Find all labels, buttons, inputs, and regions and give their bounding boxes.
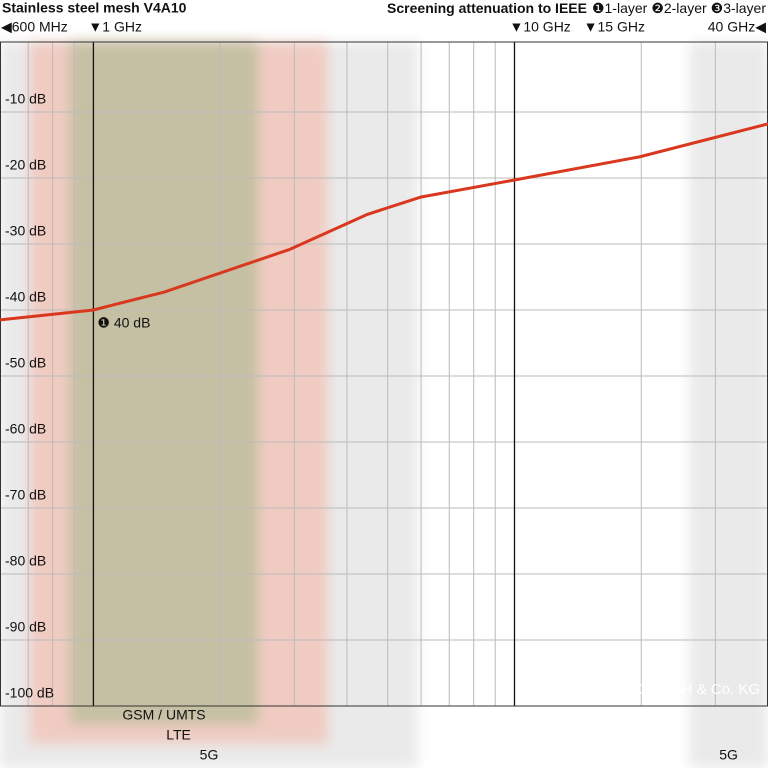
band-label: GSM / UMTS (122, 707, 205, 723)
legend-item: ❷2-layer (651, 0, 707, 16)
x-tick-label: ▼1 GHz (88, 19, 142, 35)
x-tick-label: ◀600 MHz (1, 19, 68, 35)
y-tick-label: -60 dB (5, 421, 46, 437)
band (70, 42, 259, 724)
series-line (0, 122, 768, 322)
y-tick-label: -10 dB (5, 91, 46, 107)
y-tick-label: -50 dB (5, 355, 46, 371)
y-tick-label: -80 dB (5, 553, 46, 569)
chart-title: Stainless steel mesh V4A10 (2, 0, 187, 16)
x-tick-label: 40 GHz◀ (708, 19, 766, 35)
y-tick-label: -20 dB (5, 157, 46, 173)
annotation: ❶ 40 dB (97, 315, 150, 331)
y-tick-label: -70 dB (5, 487, 46, 503)
x-tick-label: ▼10 GHz (509, 19, 570, 35)
legend-title: Screening attenuation to IEEE (387, 0, 587, 16)
x-tick-label: ▼15 GHz (584, 19, 645, 35)
band (689, 42, 768, 768)
y-tick-label: -100 dB (5, 685, 54, 701)
y-tick-label: -40 dB (5, 289, 46, 305)
copyright: © YSHIELD GmbH & Co. KG (566, 681, 760, 698)
y-tick-label: -30 dB (5, 223, 46, 239)
legend: Screening attenuation to IEEE ❶1-layer ❷2-… (387, 0, 766, 16)
band-label: 5G (200, 747, 219, 763)
legend-item: ❸3-layer (711, 0, 767, 16)
y-tick-label: -90 dB (5, 619, 46, 635)
legend-item: ❶1-layer (592, 0, 648, 16)
band-label: 5G (719, 747, 738, 763)
band-label: LTE (166, 727, 191, 743)
